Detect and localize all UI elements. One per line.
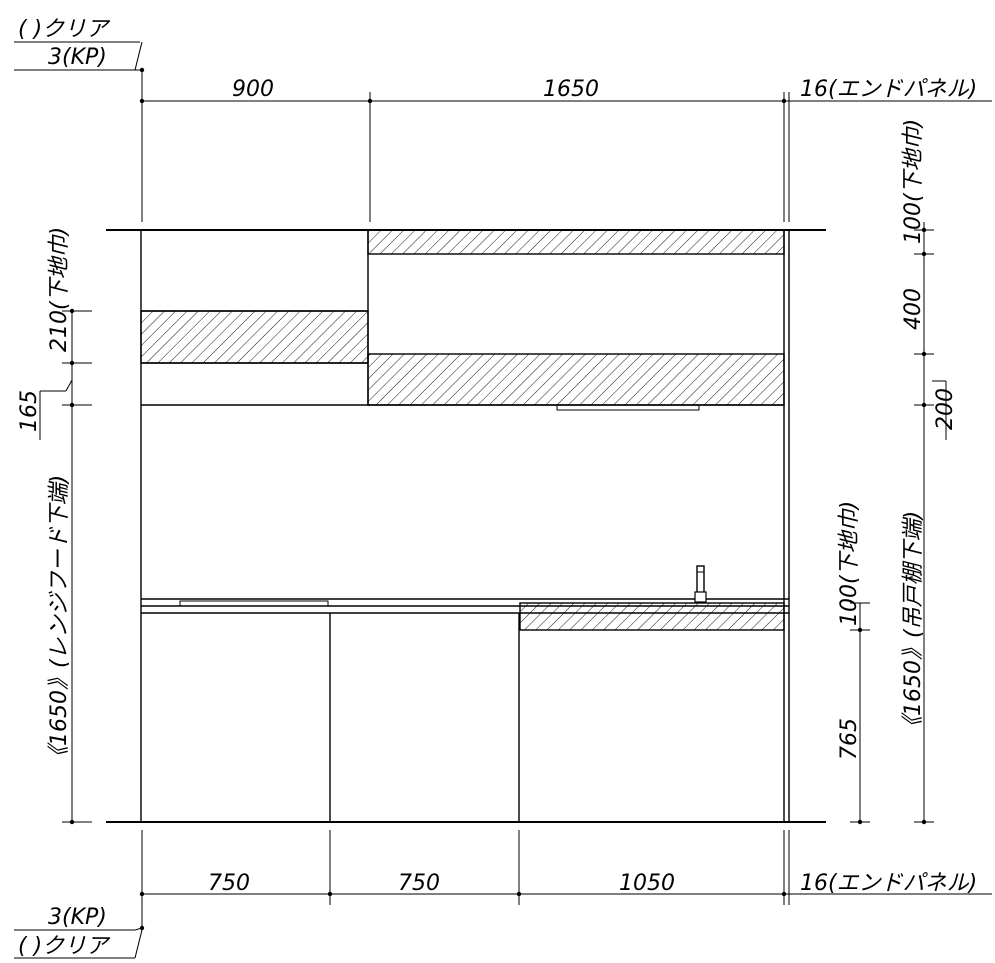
bottom-dim-750-a: 750 [208, 871, 250, 896]
right-dim-765: 765 [837, 718, 862, 760]
left-dimensions: 210(下地巾) 165 《1650》(レンジフード下端) [17, 227, 92, 825]
top-kp-label: 3(KP) [48, 45, 107, 70]
top-dim-1650: 1650 [543, 77, 599, 102]
left-dim-210-shitaji: 210(下地巾) [47, 227, 72, 352]
bottom-kp-label: 3(KP) [48, 905, 107, 930]
wall-cabinet-light-strip [556, 404, 700, 411]
top-end-panel-label: 16(エンドパネル) [800, 77, 977, 102]
left-dim-hood-bottom: 《1650》(レンジフード下端) [47, 475, 72, 768]
bottom-clear-leader: 3(KP) ( )クリア [14, 905, 143, 959]
right-dimensions: 100(下地巾) 400 200 《1650》(吊戸棚下端) 100(下地巾) … [837, 119, 958, 825]
sink-backing-hatch [519, 602, 785, 631]
bottom-clear-label: ( )クリア [18, 934, 111, 959]
top-dimension: 900 1650 16(エンドパネル) [139, 67, 992, 222]
left-dim-165: 165 [17, 390, 42, 432]
top-clear-leader: ( )クリア 3(KP) [14, 17, 143, 71]
bottom-dim-1050: 1050 [619, 871, 675, 896]
bottom-end-panel-label: 16(エンドパネル) [800, 871, 977, 896]
cooktop [179, 600, 329, 607]
top-clear-label: ( )クリア [18, 17, 111, 42]
right-dim-100-shitaji-bottom: 100(下地巾) [837, 501, 862, 626]
bottom-dimension: 750 750 1050 16(エンドパネル) [139, 830, 992, 931]
top-dim-900: 900 [232, 77, 274, 102]
right-dim-400: 400 [901, 288, 926, 330]
right-dim-100-shitaji-top: 100(下地巾) [901, 119, 926, 244]
faucet-icon [694, 565, 707, 603]
bottom-dim-750-b: 750 [398, 871, 440, 896]
wall-cabinet-bottom-backing-hatch [367, 353, 785, 406]
right-dim-200: 200 [933, 388, 958, 430]
kitchen-body [140, 229, 790, 822]
hood-backing-hatch [140, 310, 369, 364]
wall-cabinet-top-backing-hatch [367, 229, 785, 255]
right-dim-wall-cab-bottom: 《1650》(吊戸棚下端) [901, 511, 926, 738]
